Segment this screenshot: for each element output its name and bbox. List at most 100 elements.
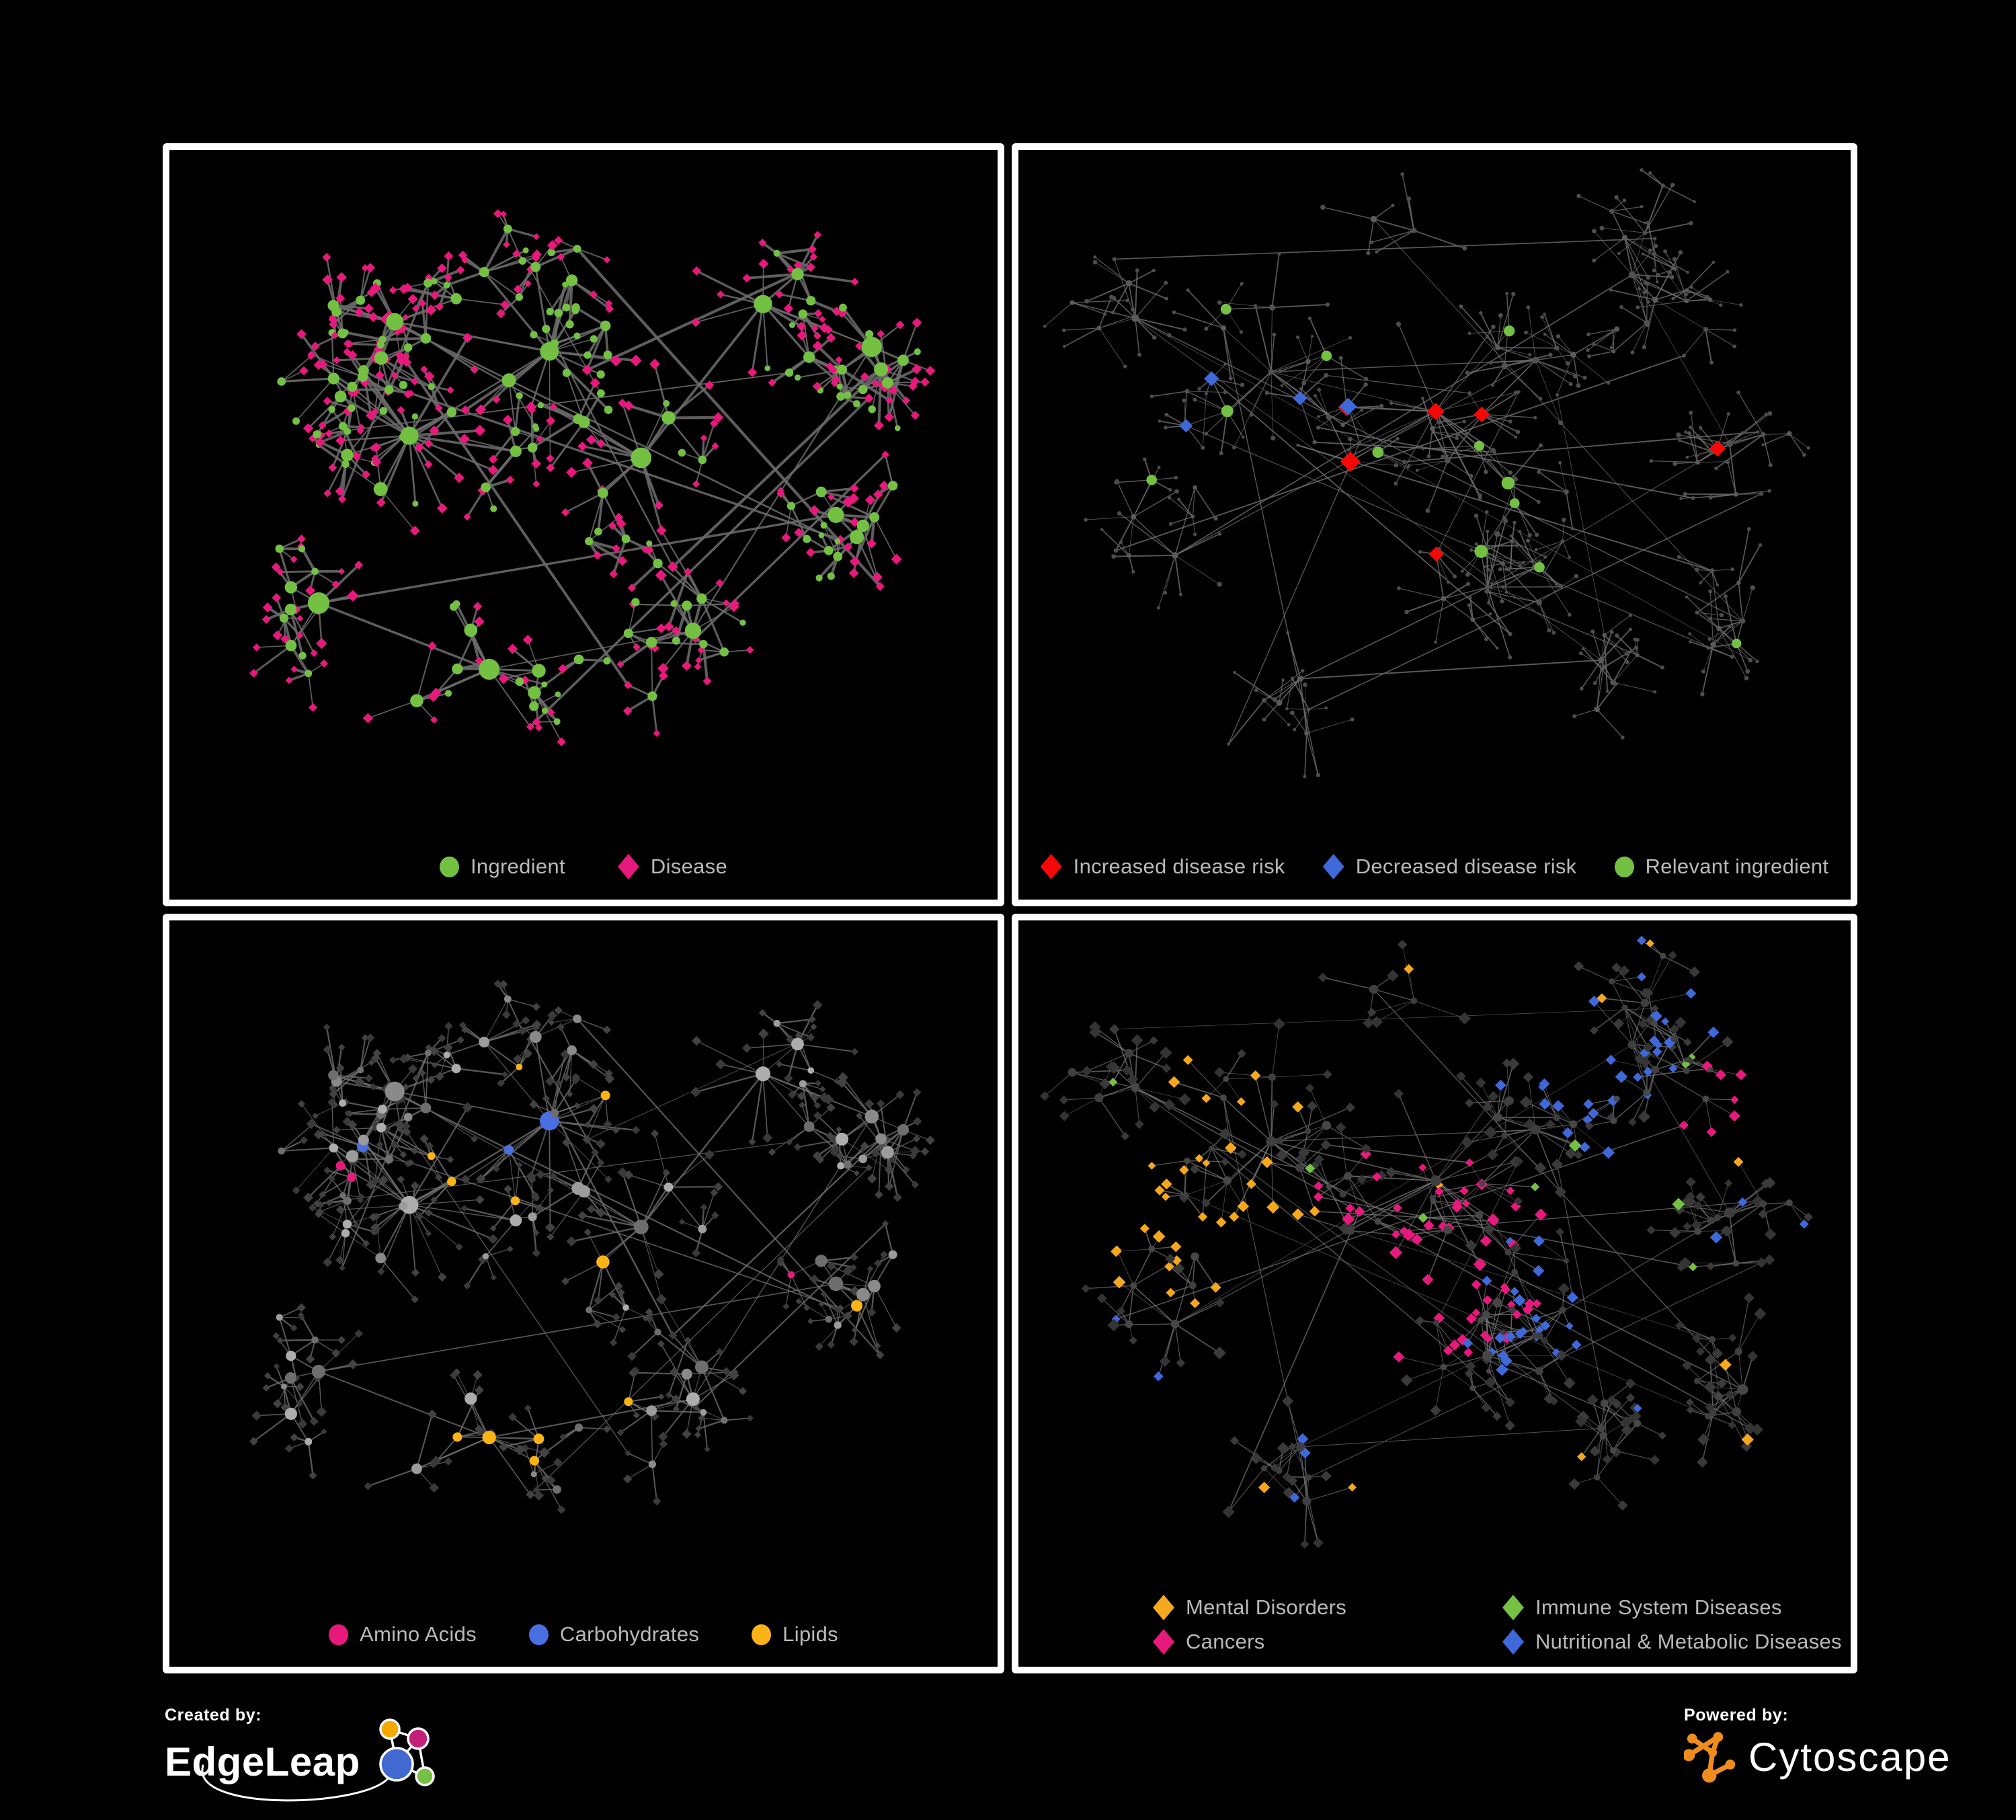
- network-node: [1646, 1225, 1656, 1235]
- network-node: [378, 335, 387, 344]
- network-edge: [1705, 329, 1735, 347]
- network-node: [1568, 1139, 1582, 1152]
- network-node: [1513, 477, 1519, 482]
- network-node: [1462, 420, 1466, 424]
- network-node: [284, 603, 297, 616]
- network-node: [1679, 1120, 1689, 1130]
- network-node: [1467, 331, 1471, 335]
- network-node: [850, 278, 859, 286]
- network-edge: [627, 695, 653, 713]
- network-node: [424, 371, 435, 382]
- network-node: [1756, 1257, 1767, 1268]
- network-node: [1119, 540, 1123, 545]
- network-edge: [1227, 699, 1265, 745]
- network-edge: [1616, 197, 1646, 233]
- network-node: [1708, 617, 1712, 621]
- network-node: [815, 1342, 823, 1351]
- network-node: [473, 602, 483, 611]
- network-node: [1519, 1096, 1533, 1109]
- network-node: [1589, 1026, 1599, 1035]
- network-node: [1582, 375, 1587, 380]
- network-node: [1716, 1378, 1727, 1389]
- network-node: [682, 1429, 692, 1439]
- network-edge: [456, 298, 506, 305]
- network-edge: [1482, 1160, 1519, 1185]
- network-node: [482, 1253, 489, 1260]
- network-node: [1743, 1292, 1755, 1304]
- network-edge: [1601, 631, 1613, 661]
- network-node: [298, 1314, 305, 1321]
- network-node: [1683, 491, 1687, 496]
- network-node: [682, 660, 692, 671]
- network-edge: [1416, 460, 1448, 471]
- network-node: [1465, 1239, 1477, 1251]
- network-edge: [1443, 586, 1488, 599]
- network-edge: [534, 1037, 551, 1121]
- network-node: [1221, 405, 1234, 418]
- network-node: [1201, 1198, 1211, 1208]
- network-edge: [1460, 306, 1498, 348]
- network-node: [1535, 1367, 1543, 1376]
- network-node: [1452, 1199, 1462, 1209]
- network-node: [1685, 455, 1689, 459]
- network-edge: [531, 1216, 538, 1253]
- network-node: [547, 708, 555, 717]
- network-node: [654, 500, 663, 510]
- network-node: [501, 373, 516, 388]
- network-node: [1668, 1064, 1678, 1073]
- network-edge: [694, 454, 887, 640]
- network-edge: [1174, 1324, 1181, 1363]
- network-edge: [1159, 1189, 1186, 1196]
- network-node: [1348, 335, 1353, 340]
- network-node: [1656, 272, 1660, 277]
- network-node: [833, 551, 843, 561]
- network-node: [559, 1433, 567, 1441]
- network-node: [1204, 371, 1219, 387]
- network-node: [525, 401, 537, 413]
- network-edge: [1574, 709, 1597, 717]
- network-node: [1698, 426, 1703, 430]
- network-node: [1348, 436, 1353, 442]
- network-edge: [701, 1366, 743, 1392]
- network-edge: [887, 381, 925, 384]
- network-edge: [1497, 1063, 1515, 1118]
- network-node: [573, 245, 581, 253]
- network-node: [1510, 1242, 1522, 1254]
- network-node: [1125, 1320, 1133, 1329]
- network-node: [305, 585, 316, 596]
- network-node: [315, 437, 325, 448]
- network-node: [1689, 410, 1693, 415]
- network-node: [1372, 446, 1384, 459]
- network-edge: [1578, 965, 1612, 982]
- network-node: [1176, 1358, 1185, 1368]
- network-node: [925, 1136, 935, 1145]
- network-node: [464, 623, 478, 637]
- network-edge: [1486, 1359, 1638, 1424]
- network-node: [869, 512, 880, 522]
- network-node: [1678, 250, 1683, 255]
- network-edge: [551, 1018, 577, 1023]
- network-node: [348, 1119, 358, 1130]
- network-node: [415, 1212, 424, 1221]
- network-node: [412, 1074, 419, 1082]
- network-node: [1492, 1298, 1502, 1308]
- network-edge: [1601, 1428, 1614, 1451]
- network-node: [566, 467, 577, 478]
- network-node: [809, 505, 820, 516]
- network-node: [834, 1321, 842, 1329]
- network-node: [1179, 419, 1193, 433]
- network-node: [1683, 1067, 1690, 1074]
- network-edge: [651, 1464, 657, 1502]
- network-edge: [1086, 282, 1129, 303]
- network-node: [1312, 1537, 1324, 1548]
- network-edge: [1480, 1309, 1513, 1321]
- network-node: [1620, 736, 1625, 740]
- network-node: [711, 1211, 719, 1220]
- network-node: [1594, 1474, 1601, 1480]
- network-edge: [1557, 395, 1605, 635]
- network-node: [1288, 1442, 1297, 1451]
- network-node: [803, 351, 815, 363]
- network-node: [348, 404, 356, 412]
- network-edge: [1613, 650, 1632, 683]
- network-edge: [1271, 1107, 1350, 1142]
